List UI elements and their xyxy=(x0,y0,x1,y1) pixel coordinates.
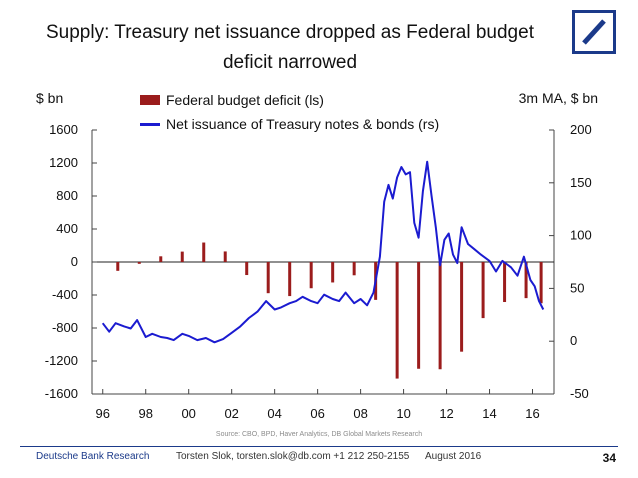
deficit-bar xyxy=(116,262,120,271)
deficit-bar xyxy=(309,262,313,289)
right-tick-label: 0 xyxy=(570,333,577,348)
x-tick-label: 00 xyxy=(181,406,195,421)
deficit-bar xyxy=(438,262,442,370)
deficit-bar xyxy=(159,256,163,262)
x-tick-label: 16 xyxy=(525,406,539,421)
right-tick-label: 50 xyxy=(570,280,584,295)
x-tick-label: 08 xyxy=(353,406,367,421)
left-tick-label: -1200 xyxy=(45,353,78,368)
deficit-bar xyxy=(202,242,206,262)
x-tick-label: 04 xyxy=(267,406,281,421)
left-tick-label: 1200 xyxy=(49,155,78,170)
x-tick-label: 96 xyxy=(96,406,110,421)
footer-divider xyxy=(20,446,618,447)
deficit-bar xyxy=(245,262,249,276)
page-number: 34 xyxy=(602,451,616,465)
deficit-bar xyxy=(223,251,227,262)
left-tick-label: -1600 xyxy=(45,386,78,401)
deutsche-bank-logo-icon xyxy=(572,10,616,54)
right-axis-label: 3m MA, $ bn xyxy=(518,90,598,106)
x-tick-label: 98 xyxy=(138,406,152,421)
issuance-series-line xyxy=(101,160,545,344)
deficit-bar xyxy=(524,262,528,299)
deficit-bar xyxy=(352,262,356,276)
tick-labels: -1600-1200-800-400040080012001600-500501… xyxy=(45,122,592,421)
x-tick-label: 02 xyxy=(224,406,238,421)
right-tick-label: 100 xyxy=(570,228,592,243)
legend-item-issuance: Net issuance of Treasury notes & bonds (… xyxy=(140,112,439,136)
axes xyxy=(91,129,555,395)
right-tick-label: -50 xyxy=(570,386,589,401)
right-tick-label: 150 xyxy=(570,175,592,190)
footer-author: Torsten Slok, torsten.slok@db.com +1 212… xyxy=(176,451,410,462)
footer-date: August 2016 xyxy=(425,451,482,462)
left-tick-label: 400 xyxy=(56,221,78,236)
x-tick-label: 14 xyxy=(482,406,496,421)
deficit-bar xyxy=(331,262,335,283)
legend: Federal budget deficit (ls) Net issuance… xyxy=(140,88,439,136)
left-tick-label: 0 xyxy=(71,254,78,269)
deficit-bars xyxy=(116,242,543,379)
left-axis-label: $ bn xyxy=(36,90,64,106)
deficit-bar xyxy=(460,262,464,352)
deficit-bar xyxy=(266,262,270,294)
x-tick-label: 06 xyxy=(310,406,324,421)
legend-line-swatch xyxy=(140,122,160,126)
legend-label-deficit: Federal budget deficit (ls) xyxy=(166,92,324,108)
left-tick-label: 800 xyxy=(56,188,78,203)
title-line-1: Supply: Treasury net issuance dropped as… xyxy=(46,22,534,43)
deficit-bar xyxy=(395,262,399,379)
x-tick-label: 12 xyxy=(439,406,453,421)
deficit-bar xyxy=(417,262,421,369)
left-tick-label: -400 xyxy=(52,287,78,302)
legend-label-issuance: Net issuance of Treasury notes & bonds (… xyxy=(166,116,440,132)
source-note: Source: CBO, BPD, Haver Analytics, DB Gl… xyxy=(215,431,423,438)
legend-bar-swatch xyxy=(140,95,160,105)
chart-title: Supply: Treasury net issuance dropped as… xyxy=(20,18,560,78)
deficit-bar xyxy=(539,262,543,304)
issuance-line xyxy=(101,160,545,344)
deficit-bar xyxy=(481,262,485,319)
left-tick-label: 1600 xyxy=(49,122,78,137)
title-line-2: deficit narrowed xyxy=(222,52,358,73)
legend-item-deficit: Federal budget deficit (ls) xyxy=(140,88,439,112)
left-tick-label: -800 xyxy=(52,320,78,335)
deficit-bar xyxy=(180,251,184,262)
footer-brand: Deutsche Bank Research xyxy=(36,451,150,462)
x-tick-label: 10 xyxy=(396,406,410,421)
right-tick-label: 200 xyxy=(570,122,592,137)
deficit-bar xyxy=(137,262,141,264)
deficit-bar xyxy=(503,262,507,303)
deficit-bar xyxy=(288,262,292,297)
